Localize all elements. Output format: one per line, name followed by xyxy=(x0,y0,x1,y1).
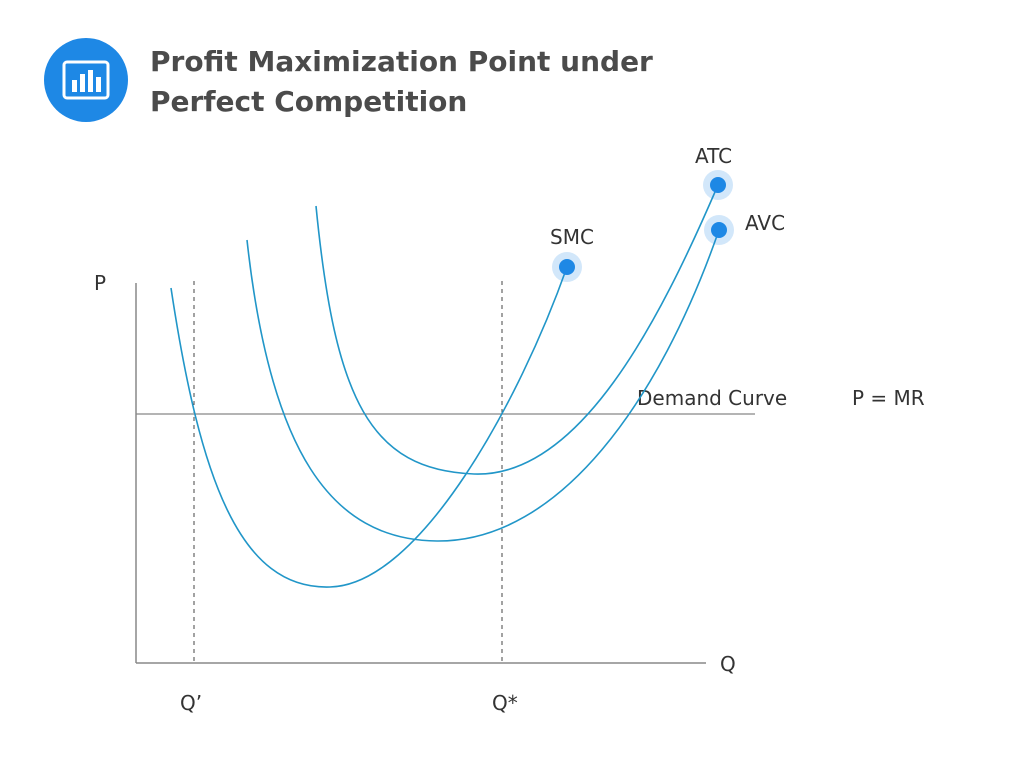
bar-chart-icon xyxy=(62,60,110,100)
title-line-2: Perfect Competition xyxy=(150,85,468,118)
x-axis-label: Q xyxy=(720,652,736,676)
q-star-label: Q* xyxy=(492,691,518,715)
avc-curve xyxy=(246,229,720,542)
avc-dot xyxy=(711,222,727,238)
q-prime-label: Q’ xyxy=(180,691,202,715)
smc-dot xyxy=(559,259,575,275)
smc-label: SMC xyxy=(550,225,594,249)
y-axis-label: P xyxy=(94,271,106,295)
atc-label: ATC xyxy=(695,144,732,168)
atc-curve xyxy=(315,184,719,475)
title-line-1: Profit Maximization Point under xyxy=(150,45,653,78)
price-equals-mr-label: P = MR xyxy=(852,386,925,410)
avc-label: AVC xyxy=(745,211,785,235)
logo-badge xyxy=(44,38,128,122)
smc-curve xyxy=(170,266,568,588)
demand-curve-label: Demand Curve xyxy=(637,386,787,410)
page-title: Profit Maximization Point under Perfect … xyxy=(150,42,653,122)
atc-dot xyxy=(710,177,726,193)
